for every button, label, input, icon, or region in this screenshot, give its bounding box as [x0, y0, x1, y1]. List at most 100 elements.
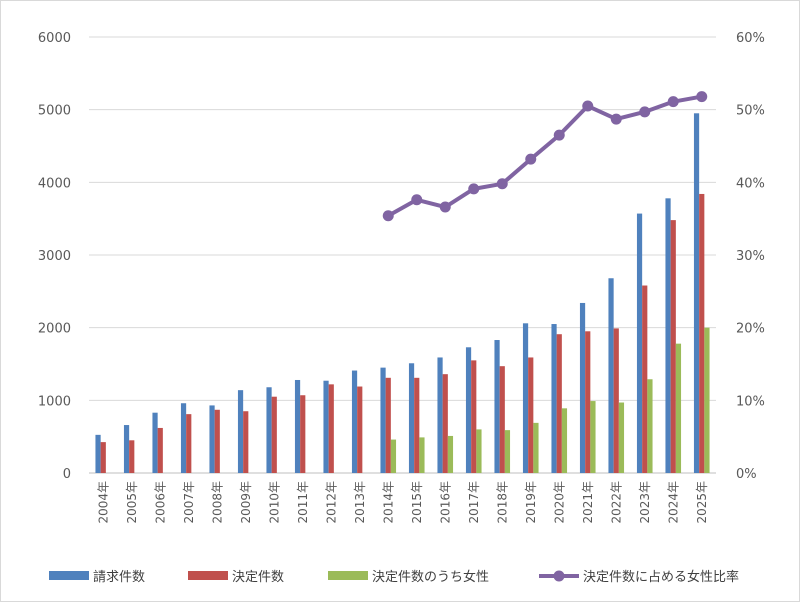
legend-swatch: [49, 571, 89, 580]
y-right-tick-label: 30%: [736, 249, 765, 264]
bar-decisions-female: [504, 430, 511, 473]
legend: 請求件数 決定件数 決定件数のうち女性 決定件数に占める女性比率: [49, 569, 739, 585]
bar-requests: [95, 434, 101, 473]
x-tick-label: 2009年: [239, 481, 253, 524]
bar-decisions: [328, 384, 334, 473]
y-left-tick-label: 4000: [38, 176, 71, 191]
ratio-point: [582, 100, 594, 112]
bar-decisions: [670, 220, 676, 473]
y-left-tick-label: 0: [63, 467, 71, 482]
bar-decisions: [385, 377, 391, 473]
bar-decisions: [642, 285, 648, 473]
bar-requests: [551, 324, 557, 473]
bar-requests: [693, 113, 700, 474]
bar-decisions: [471, 360, 477, 473]
ratio-line: [382, 91, 708, 222]
y-right-tick-label: 50%: [736, 104, 765, 119]
x-tick-label: 2004年: [96, 481, 110, 524]
bar-decisions-female: [419, 437, 425, 473]
legend-swatch-marker: [553, 570, 565, 582]
bar-decisions-female: [618, 402, 625, 473]
x-tick-label: 2016年: [438, 481, 452, 524]
bar-requests: [323, 380, 329, 473]
bar-requests: [152, 412, 158, 473]
y-right-tick-label: 0%: [736, 467, 757, 482]
bar-decisions: [556, 334, 562, 473]
bar-decisions-female: [447, 435, 454, 473]
legend-label: 決定件数: [232, 570, 284, 585]
x-tick-label: 2007年: [182, 481, 196, 524]
x-tick-label: 2013年: [353, 481, 367, 524]
y-left-tick-label: 5000: [38, 104, 71, 119]
bar-decisions-female: [590, 401, 596, 473]
bar-requests: [123, 425, 130, 473]
x-tick-label: 2023年: [638, 481, 652, 524]
ratio-point: [468, 183, 480, 195]
x-tick-label: 2019年: [524, 481, 538, 524]
x-tick-label: 2017年: [467, 481, 481, 524]
bar-decisions: [243, 411, 249, 473]
bar-requests: [266, 387, 272, 473]
legend-label: 請求件数: [93, 570, 145, 585]
bar-requests: [608, 278, 614, 473]
legend-swatch: [188, 571, 228, 580]
x-tick-label: 2020年: [552, 481, 566, 524]
bar-decisions-female: [476, 429, 482, 473]
ratio-point: [382, 210, 394, 222]
bar-decisions: [157, 427, 163, 473]
gridlines: [89, 36, 716, 474]
bar-requests: [465, 347, 472, 473]
bar-decisions: [585, 331, 591, 473]
bar-decisions: [214, 409, 220, 473]
bar-decisions-female: [561, 408, 568, 473]
bar-decisions: [499, 366, 505, 473]
y-left-tick-label: 6000: [38, 31, 71, 46]
legend-swatch: [328, 571, 368, 580]
x-tick-label: 2022年: [609, 481, 623, 524]
ratio-point: [525, 153, 537, 165]
y-right-tick-label: 10%: [736, 394, 765, 409]
ratio-point: [411, 194, 423, 206]
legend-label: 決定件数に占める女性比率: [583, 569, 739, 585]
ratio-point: [667, 96, 679, 108]
x-axis: 2004年 2005年 2006年 2007年 2008年 2009年 2010年 2011年…: [96, 481, 709, 524]
x-tick-label: 2024年: [666, 481, 680, 524]
x-tick-label: 2012年: [324, 481, 338, 524]
x-tick-label: 2014年: [381, 481, 395, 524]
bar-decisions: [442, 374, 448, 473]
bar-decisions-female: [647, 379, 653, 473]
bar-decisions: [528, 357, 534, 473]
y-right-tick-label: 60%: [736, 31, 765, 46]
bar-decisions-female: [675, 343, 682, 473]
bar-requests: [636, 213, 643, 473]
bar-decisions: [271, 396, 277, 473]
bar-requests: [237, 390, 244, 473]
bar-requests: [209, 405, 215, 473]
x-tick-label: 2011年: [296, 481, 310, 524]
x-tick-label: 2021年: [581, 481, 595, 524]
bar-decisions: [186, 414, 192, 473]
bar-requests: [579, 302, 586, 473]
bar-decisions: [699, 193, 705, 473]
x-tick-label: 2015年: [410, 481, 424, 524]
bar-decisions: [613, 328, 619, 473]
bar-decisions-female: [704, 327, 710, 473]
y-left-tick-label: 1000: [38, 394, 71, 409]
bar-requests: [408, 363, 415, 473]
ratio-point: [439, 201, 451, 213]
y-axis-left: 0 1000 2000 3000 4000 5000 6000: [38, 31, 71, 482]
bar-decisions-female: [390, 439, 397, 473]
x-tick-label: 2025年: [695, 481, 709, 524]
bar-decisions: [414, 377, 420, 473]
y-right-tick-label: 20%: [736, 322, 765, 337]
y-left-tick-label: 2000: [38, 322, 71, 337]
x-tick-label: 2008年: [210, 481, 224, 524]
ratio-point: [610, 113, 622, 125]
ratio-point: [496, 178, 508, 190]
bar-requests: [351, 370, 358, 473]
x-tick-label: 2006年: [153, 481, 167, 524]
bar-requests: [522, 323, 529, 473]
legend-label: 決定件数のうち女性: [372, 569, 489, 585]
bar-decisions: [129, 440, 135, 473]
